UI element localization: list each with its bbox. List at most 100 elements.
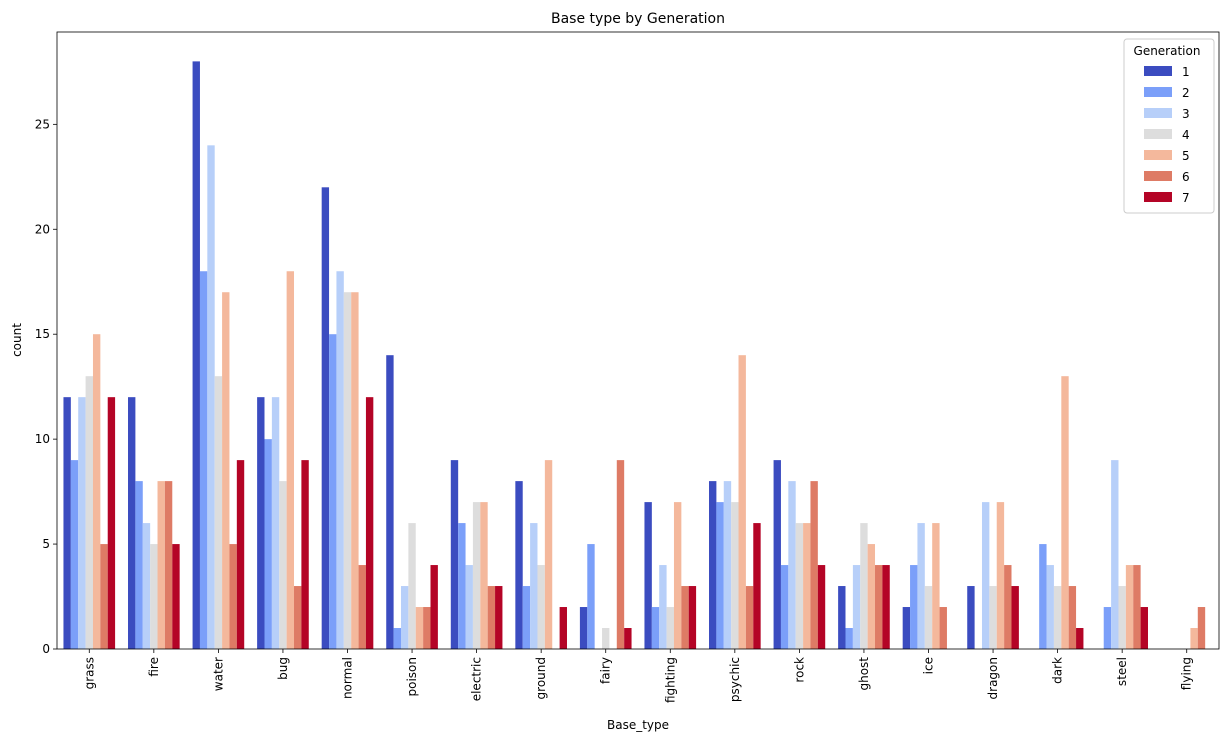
- bar-normal-gen-2: [329, 334, 337, 649]
- legend-label-gen-7: 7: [1182, 191, 1190, 205]
- bar-electric-gen-6: [487, 586, 496, 649]
- bar-ghost-gen-7: [882, 565, 890, 649]
- legend-box: [1123, 38, 1215, 214]
- bar-fighting-gen-2: [651, 607, 660, 649]
- bar-grass-gen-5: [92, 334, 101, 649]
- bar-bug-gen-1: [257, 397, 265, 649]
- y-tick-label: 15: [35, 327, 50, 341]
- bar-fighting-gen-6: [681, 586, 689, 649]
- bar-psychic-gen-5: [738, 355, 746, 649]
- bar-grass-gen-2: [70, 460, 79, 649]
- bar-bug-gen-5: [286, 271, 295, 649]
- bar-ghost-gen-1: [838, 586, 846, 649]
- bar-ghost-gen-6: [875, 565, 883, 649]
- x-tick-label-steel: steel: [1115, 657, 1129, 686]
- bar-electric-gen-1: [450, 460, 459, 649]
- bar-steel-gen-3: [1111, 460, 1119, 649]
- y-tick-label: 0: [42, 642, 50, 656]
- y-tick-label: 10: [35, 432, 50, 446]
- bar-grass-gen-7: [107, 397, 116, 649]
- bar-fighting-gen-7: [688, 586, 697, 649]
- plot-frame: [56, 31, 1220, 650]
- bar-ice-gen-2: [910, 565, 918, 649]
- bars-group: [63, 61, 1206, 650]
- y-tick-label: 25: [35, 117, 50, 131]
- bar-fire-gen-6: [164, 481, 173, 649]
- bar-ghost-gen-5: [867, 544, 876, 649]
- bar-fire-gen-2: [135, 481, 143, 649]
- bar-fire-gen-4: [150, 544, 158, 649]
- x-tick-label-fighting: fighting: [663, 657, 677, 703]
- bar-rock-gen-5: [803, 523, 811, 649]
- x-tick-label-rock: rock: [792, 657, 806, 683]
- bar-ice-gen-6: [939, 607, 947, 649]
- bar-rock-gen-7: [817, 565, 826, 649]
- bar-bug-gen-4: [279, 481, 287, 649]
- bar-rock-gen-4: [795, 523, 804, 649]
- bar-dragon-gen-7: [1011, 586, 1019, 649]
- y-axis-label: count: [10, 323, 24, 357]
- legend-title: Generation: [1134, 44, 1201, 58]
- bar-poison-gen-5: [415, 607, 424, 649]
- bar-normal-gen-4: [343, 292, 352, 649]
- legend-swatch-gen-5: [1144, 150, 1172, 160]
- bar-flying-gen-5: [1190, 628, 1198, 649]
- legend-swatch-gen-1: [1144, 66, 1172, 76]
- x-tick-label-fairy: fairy: [599, 657, 613, 684]
- bar-fairy-gen-4: [602, 628, 610, 649]
- bar-bug-gen-3: [271, 397, 280, 649]
- legend-label-gen-4: 4: [1182, 128, 1190, 142]
- bar-dragon-gen-5: [996, 502, 1005, 649]
- legend: Generation 1 2 3 4 5 6 7: [1123, 38, 1215, 214]
- bar-ground-gen-4: [537, 565, 545, 649]
- x-tick-label-ground: ground: [534, 657, 548, 699]
- bar-ice-gen-1: [902, 607, 911, 649]
- bar-bug-gen-6: [294, 586, 302, 649]
- bar-dark-gen-5: [1061, 376, 1069, 649]
- bar-grass-gen-3: [78, 397, 86, 649]
- bar-psychic-gen-1: [709, 481, 717, 649]
- bar-dark-gen-7: [1076, 628, 1084, 649]
- bar-psychic-gen-6: [745, 586, 754, 649]
- bar-water-gen-7: [236, 460, 245, 649]
- bar-flying-gen-6: [1197, 607, 1206, 649]
- bar-electric-gen-2: [458, 523, 466, 649]
- bar-fire-gen-7: [172, 544, 180, 649]
- x-tick-label-ghost: ghost: [857, 657, 871, 691]
- bar-electric-gen-5: [480, 502, 488, 649]
- x-tick-label-poison: poison: [405, 657, 419, 697]
- legend-swatch-gen-4: [1144, 129, 1172, 139]
- bar-rock-gen-2: [780, 565, 789, 649]
- bar-fire-gen-3: [142, 523, 151, 649]
- y-tick-label: 5: [42, 537, 50, 551]
- bar-steel-gen-6: [1133, 565, 1141, 649]
- bar-bug-gen-2: [264, 439, 272, 649]
- bar-poison-gen-2: [393, 628, 401, 649]
- bar-poison-gen-3: [400, 586, 409, 649]
- x-tick-label-dark: dark: [1051, 657, 1065, 684]
- bar-normal-gen-1: [321, 187, 330, 650]
- bar-fire-gen-1: [128, 397, 136, 649]
- bar-normal-gen-7: [365, 397, 374, 649]
- bar-ground-gen-2: [522, 586, 531, 649]
- chart-title: Base type by Generation: [551, 11, 725, 27]
- bar-fighting-gen-1: [644, 502, 652, 649]
- bar-water-gen-2: [199, 271, 208, 649]
- bar-ice-gen-3: [917, 523, 925, 649]
- bar-ground-gen-7: [559, 607, 567, 649]
- legend-swatch-gen-7: [1144, 192, 1172, 202]
- bar-ice-gen-4: [924, 586, 933, 649]
- bar-grass-gen-4: [85, 376, 93, 649]
- bar-dark-gen-3: [1046, 565, 1054, 649]
- x-tick-label-flying: flying: [1180, 657, 1194, 690]
- bar-steel-gen-7: [1140, 607, 1148, 649]
- bar-poison-gen-6: [423, 607, 431, 649]
- bar-fairy-gen-2: [587, 544, 595, 649]
- bar-water-gen-1: [192, 61, 200, 649]
- bar-dragon-gen-3: [981, 502, 990, 649]
- bar-rock-gen-6: [810, 481, 818, 649]
- bar-grass-gen-6: [100, 544, 108, 649]
- bar-normal-gen-3: [336, 271, 344, 649]
- bar-water-gen-6: [229, 544, 237, 649]
